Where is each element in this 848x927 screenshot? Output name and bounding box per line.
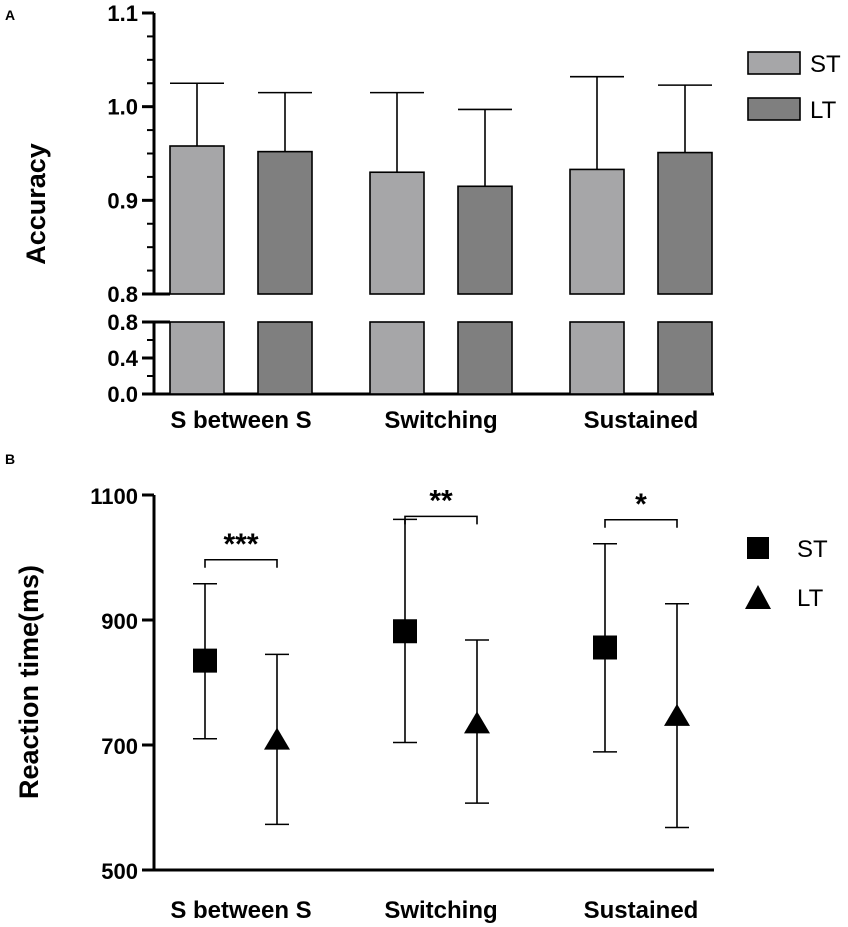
panel-b-axes: 500 700 900 1100 S between S Switching Sustain… (90, 484, 714, 924)
legend-swatch-lt (747, 97, 801, 121)
panel-b-ylabel: Reaction time(ms) (14, 565, 44, 799)
bar-lt-s-between-s-upper (257, 150, 313, 295)
x-category-label-s-between-s: S between S (170, 897, 311, 924)
panel-a-bars (169, 75, 713, 395)
y-tick-label: 700 (101, 734, 138, 759)
point-st-s-between-s (193, 648, 217, 673)
bar-lt-switching-lower (457, 321, 513, 395)
bar-lt-sustained-lower (657, 321, 713, 395)
bar-lt-sustained-upper (657, 151, 713, 295)
y-tick-label: 900 (101, 609, 138, 634)
lower-y-tick-label: 0.0 (107, 382, 138, 407)
point-lt-sustained (664, 703, 690, 726)
y-tick-label: 500 (101, 859, 138, 884)
significance-bracket-switching (404, 515, 478, 525)
panel-b-legend: ST LT (745, 536, 828, 612)
x-category-label-sustained: Sustained (584, 897, 699, 924)
upper-y-tick-label: 1.1 (107, 1, 138, 26)
bar-lt-s-between-s-lower (257, 321, 313, 395)
significance-label-switching: ** (429, 484, 453, 517)
legend-label-st: ST (810, 51, 841, 78)
bar-st-s-between-s-upper (169, 145, 225, 295)
panel-a-legend: ST LT (747, 51, 841, 124)
bar-st-sustained-upper (569, 168, 625, 295)
legend-label-lt: LT (797, 585, 824, 612)
significance-label-sustained: * (635, 488, 647, 521)
legend-marker-st (747, 537, 769, 559)
legend-marker-lt (745, 585, 771, 609)
point-st-sustained (593, 635, 617, 660)
panel-a-axes: 0.8 0.9 1.0 1.1 0.0 0.4 0.8 S between S Switchin… (107, 1, 714, 434)
x-category-label-switching: Switching (384, 897, 497, 924)
panel-b-marks: ***** * (193, 484, 690, 829)
x-category-label-sustained: Sustained (584, 407, 699, 434)
significance-label-s-between-s: *** (223, 528, 258, 561)
panel-a-label: A (5, 7, 15, 23)
x-category-label-switching: Switching (384, 407, 497, 434)
upper-y-tick-label: 0.9 (107, 188, 138, 213)
legend-label-lt: LT (810, 97, 837, 124)
upper-y-tick-label: 0.8 (107, 282, 138, 307)
y-tick-label: 1100 (90, 484, 138, 509)
bar-st-switching-lower (369, 321, 425, 395)
panel-a-ylabel: Accuracy (21, 143, 51, 265)
bar-st-s-between-s-lower (169, 321, 225, 395)
lower-y-tick-label: 0.4 (107, 346, 138, 371)
point-st-switching (393, 619, 417, 644)
bar-st-switching-upper (369, 171, 425, 295)
upper-y-tick-label: 1.0 (107, 95, 138, 120)
point-lt-s-between-s (264, 727, 290, 750)
panel-b-label: B (5, 451, 15, 467)
legend-label-st: ST (797, 536, 828, 563)
bar-lt-switching-upper (457, 185, 513, 295)
significance-bracket-sustained (604, 518, 678, 528)
significance-bracket-s-between-s (204, 558, 278, 568)
legend-swatch-st (747, 51, 801, 75)
x-category-label-s-between-s: S between S (170, 407, 311, 434)
point-lt-switching (464, 711, 490, 734)
bar-st-sustained-lower (569, 321, 625, 395)
lower-y-tick-label: 0.8 (107, 310, 138, 335)
